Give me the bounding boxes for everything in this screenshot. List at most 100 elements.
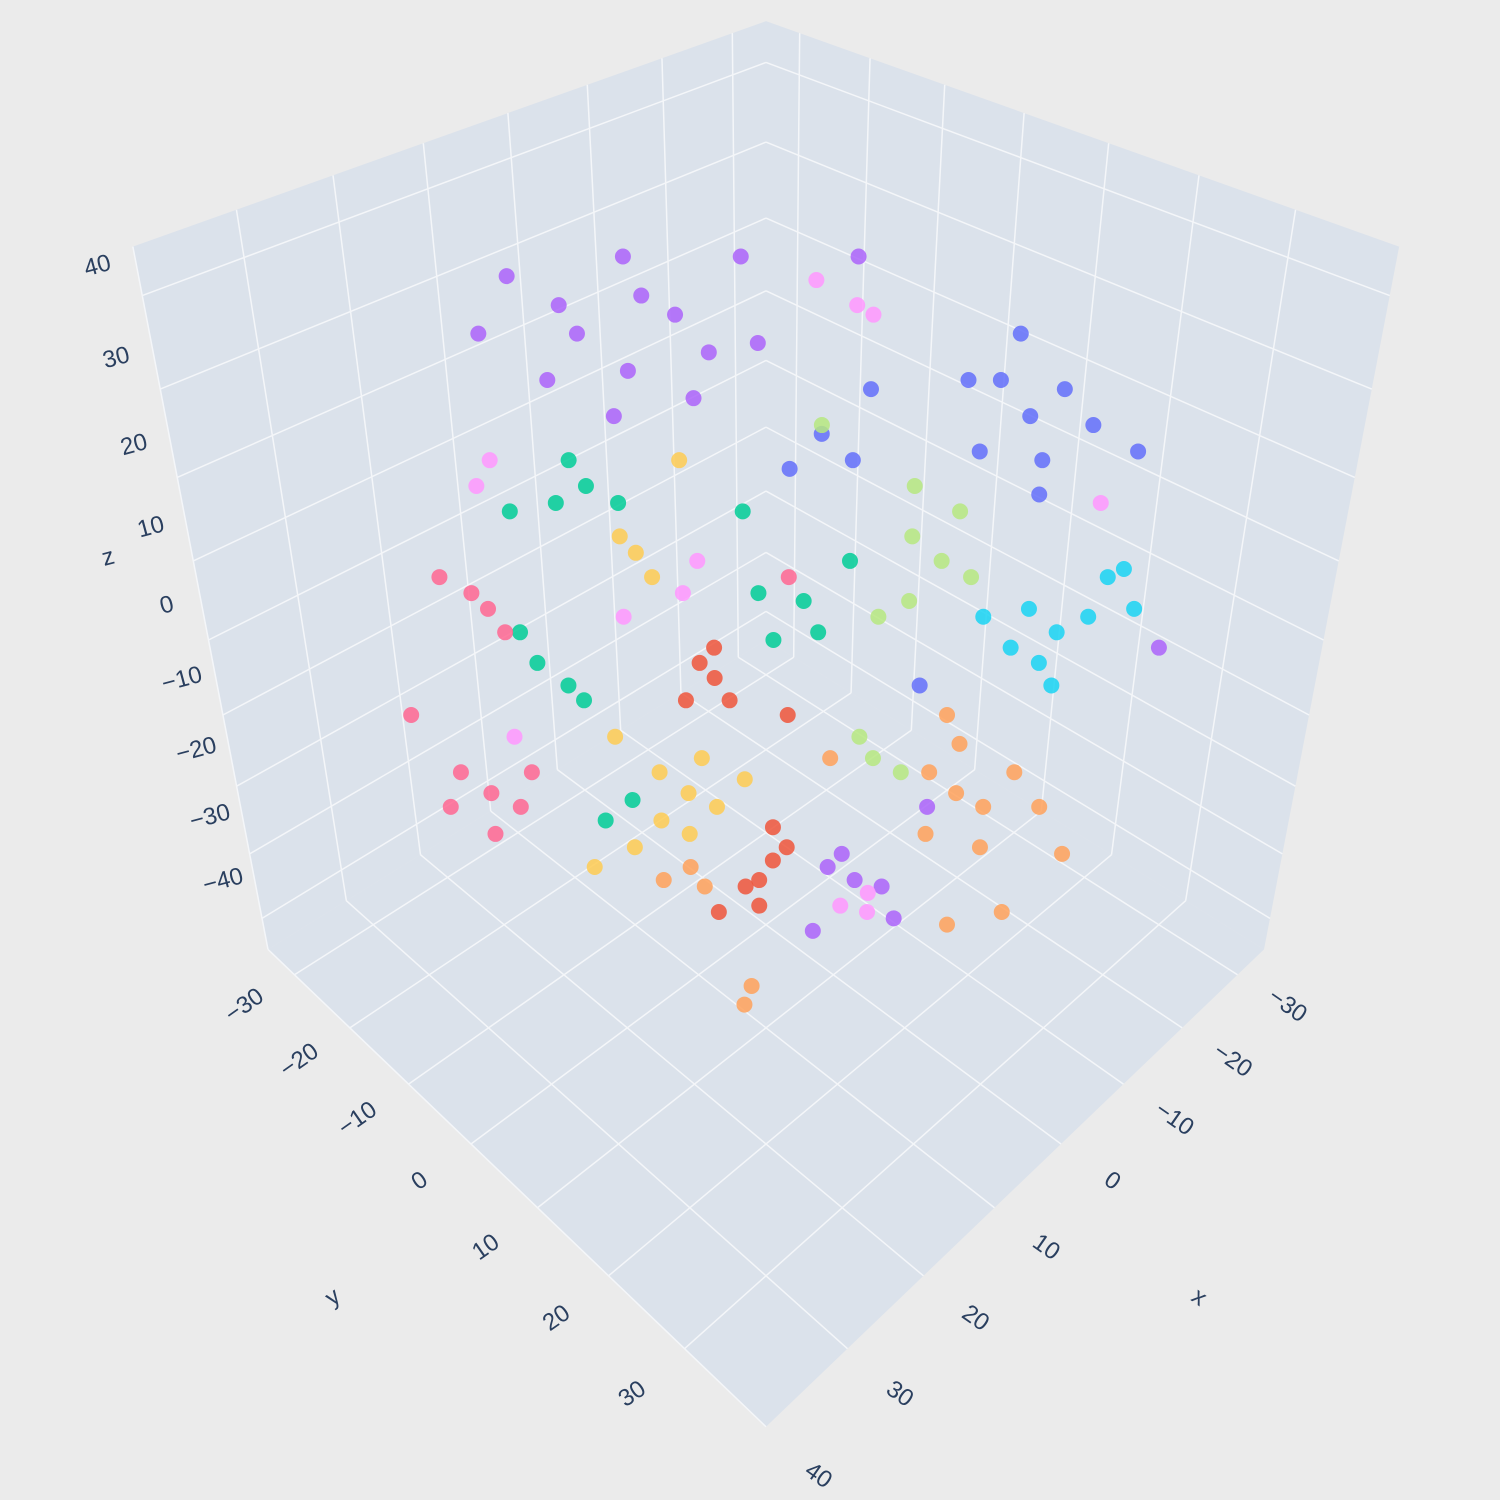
point <box>810 624 827 641</box>
point <box>696 878 713 895</box>
point <box>764 852 781 869</box>
grid-line <box>159 141 767 390</box>
point <box>1034 452 1051 469</box>
point <box>1048 624 1065 641</box>
point <box>846 872 863 889</box>
point <box>841 552 858 569</box>
point <box>708 798 725 815</box>
grid-line <box>294 656 795 976</box>
point <box>901 592 918 609</box>
point <box>550 297 567 314</box>
point <box>952 503 969 520</box>
x-axis-title: x <box>1187 1283 1212 1312</box>
point <box>568 325 585 342</box>
point <box>480 600 497 617</box>
point <box>681 825 698 842</box>
point <box>501 503 518 520</box>
point <box>749 335 766 352</box>
right-wall <box>766 21 1400 950</box>
point <box>680 785 697 802</box>
point <box>921 764 938 781</box>
grid-line <box>1110 175 1200 855</box>
point <box>1080 608 1097 625</box>
point <box>627 544 644 561</box>
grid-line <box>208 359 767 641</box>
point <box>644 569 661 586</box>
x-tick-label: −20 <box>1208 1038 1257 1083</box>
point <box>693 750 710 767</box>
x-tick-label: 10 <box>1028 1228 1065 1265</box>
point <box>1085 417 1102 434</box>
point <box>560 677 577 694</box>
point <box>736 771 753 788</box>
grid-line <box>507 113 559 770</box>
grid-line <box>235 209 348 901</box>
point <box>605 408 622 425</box>
point <box>710 904 727 921</box>
point <box>975 608 992 625</box>
grid-line <box>422 143 492 812</box>
point <box>844 452 861 469</box>
point <box>468 477 485 494</box>
point <box>971 839 988 856</box>
point <box>1031 798 1048 815</box>
point <box>1056 381 1073 398</box>
point <box>1150 639 1167 656</box>
point <box>674 585 691 602</box>
point <box>870 608 887 625</box>
point <box>822 750 839 767</box>
point <box>1099 569 1116 586</box>
z-tick-label: 20 <box>118 428 151 461</box>
point <box>849 297 866 314</box>
point <box>611 528 628 545</box>
point <box>577 477 594 494</box>
point <box>781 460 798 477</box>
point <box>431 569 448 586</box>
grid-line <box>1184 209 1297 901</box>
point <box>1130 443 1147 460</box>
grid-line <box>737 656 1238 976</box>
point <box>975 798 992 815</box>
point <box>892 764 909 781</box>
grid-line <box>910 84 946 731</box>
point <box>1092 494 1109 511</box>
point <box>850 248 867 265</box>
point <box>614 248 631 265</box>
point <box>1002 639 1019 656</box>
point <box>1115 561 1132 578</box>
grid-line <box>684 900 1187 1350</box>
point <box>539 371 556 388</box>
point <box>960 371 977 388</box>
points <box>403 248 1167 1013</box>
grid-line <box>141 61 767 297</box>
point <box>832 897 849 914</box>
point <box>751 897 768 914</box>
z-tick-label: −30 <box>187 798 233 835</box>
point <box>452 764 469 781</box>
point <box>442 798 459 815</box>
point <box>780 569 797 586</box>
point <box>906 477 923 494</box>
point <box>653 812 670 829</box>
point <box>700 344 717 361</box>
point <box>743 977 760 994</box>
point <box>795 592 812 609</box>
point <box>859 904 876 921</box>
point <box>677 692 694 709</box>
grid-line <box>132 246 269 950</box>
point <box>1022 408 1039 425</box>
point <box>624 791 641 808</box>
point <box>671 452 688 469</box>
grid-line <box>731 33 740 658</box>
point <box>1020 600 1037 617</box>
point <box>1126 600 1143 617</box>
grid-line <box>249 551 767 855</box>
point <box>992 371 1009 388</box>
grid-line <box>176 217 767 479</box>
grid-line <box>765 426 1310 716</box>
point <box>993 904 1010 921</box>
point <box>487 825 504 842</box>
point <box>721 692 738 709</box>
point <box>626 839 643 856</box>
grid-line <box>608 854 1113 1277</box>
